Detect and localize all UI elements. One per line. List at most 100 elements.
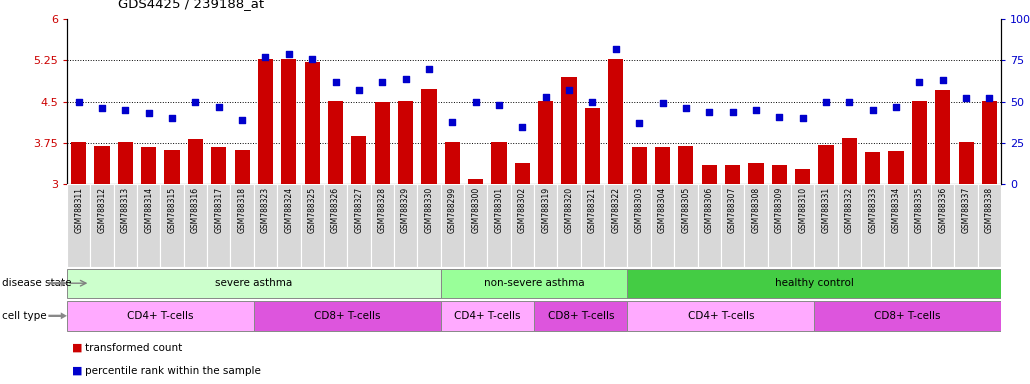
Bar xyxy=(211,147,227,184)
Text: GSM788302: GSM788302 xyxy=(518,187,527,233)
Point xyxy=(490,102,507,108)
Bar xyxy=(627,268,1001,298)
Point xyxy=(514,124,530,130)
Bar xyxy=(561,77,577,184)
Bar xyxy=(183,184,207,267)
Text: healthy control: healthy control xyxy=(775,278,854,288)
Text: GSM788327: GSM788327 xyxy=(354,187,364,233)
Bar xyxy=(885,184,907,267)
Text: GSM788306: GSM788306 xyxy=(705,187,714,233)
Text: ■: ■ xyxy=(72,343,82,353)
Text: GSM788325: GSM788325 xyxy=(308,187,316,233)
Bar xyxy=(91,184,113,267)
Point xyxy=(187,99,204,105)
Text: GSM788320: GSM788320 xyxy=(564,187,574,233)
Bar xyxy=(445,142,460,184)
Point xyxy=(117,107,134,113)
Bar xyxy=(441,268,627,298)
Bar xyxy=(534,301,627,331)
Point xyxy=(561,87,578,93)
Point xyxy=(842,99,858,105)
Bar xyxy=(534,184,557,267)
Text: GSM788309: GSM788309 xyxy=(775,187,784,233)
Bar xyxy=(931,184,955,267)
Bar xyxy=(113,184,137,267)
Point xyxy=(468,99,484,105)
Text: GSM788316: GSM788316 xyxy=(191,187,200,233)
Bar xyxy=(605,184,627,267)
Text: GSM788310: GSM788310 xyxy=(798,187,808,233)
Bar xyxy=(627,301,815,331)
Point xyxy=(631,120,648,126)
Point xyxy=(818,99,834,105)
Text: GSM788321: GSM788321 xyxy=(588,187,597,233)
Bar xyxy=(253,184,277,267)
Text: ■: ■ xyxy=(72,366,82,376)
Bar xyxy=(393,184,417,267)
Bar xyxy=(398,101,413,184)
Text: GSM788329: GSM788329 xyxy=(401,187,410,233)
Text: GSM788331: GSM788331 xyxy=(822,187,830,233)
Text: GSM788304: GSM788304 xyxy=(658,187,667,233)
Bar xyxy=(721,184,745,267)
Text: CD4+ T-cells: CD4+ T-cells xyxy=(454,311,520,321)
Point xyxy=(748,107,764,113)
Text: GSM788307: GSM788307 xyxy=(728,187,737,233)
Bar xyxy=(889,151,903,184)
Bar xyxy=(277,184,301,267)
Bar xyxy=(258,60,273,184)
Bar xyxy=(95,146,109,184)
Point xyxy=(982,95,998,101)
Point xyxy=(210,104,227,110)
Bar xyxy=(165,150,179,184)
Text: GSM788335: GSM788335 xyxy=(915,187,924,233)
Bar xyxy=(955,184,977,267)
Point xyxy=(538,94,554,100)
Point xyxy=(654,100,671,106)
Bar xyxy=(557,184,581,267)
Bar xyxy=(487,184,511,267)
Bar xyxy=(375,102,389,184)
Bar xyxy=(441,301,535,331)
Bar xyxy=(749,164,763,184)
Text: GSM788313: GSM788313 xyxy=(121,187,130,233)
Bar xyxy=(959,142,973,184)
Text: GSM788324: GSM788324 xyxy=(284,187,294,233)
Point xyxy=(724,109,741,115)
Bar xyxy=(67,184,91,267)
Bar xyxy=(977,184,1001,267)
Text: GSM788300: GSM788300 xyxy=(471,187,480,233)
Point xyxy=(94,105,110,111)
Point xyxy=(258,54,274,60)
Text: percentile rank within the sample: percentile rank within the sample xyxy=(85,366,262,376)
Text: GSM788301: GSM788301 xyxy=(494,187,504,233)
Text: GSM788334: GSM788334 xyxy=(892,187,900,233)
Bar xyxy=(725,165,741,184)
Text: GSM788338: GSM788338 xyxy=(985,187,994,233)
Bar xyxy=(187,139,203,184)
Bar xyxy=(141,147,157,184)
Text: GSM788312: GSM788312 xyxy=(98,187,106,233)
Point xyxy=(304,56,320,62)
Bar xyxy=(351,136,367,184)
Text: non-severe asthma: non-severe asthma xyxy=(484,278,584,288)
Bar xyxy=(511,184,534,267)
Point xyxy=(280,51,297,57)
Bar xyxy=(861,184,885,267)
Bar xyxy=(441,184,464,267)
Bar xyxy=(421,89,437,184)
Bar xyxy=(697,184,721,267)
Point xyxy=(584,99,600,105)
Point xyxy=(678,105,694,111)
Bar xyxy=(464,184,487,267)
Point xyxy=(374,79,390,85)
Bar xyxy=(982,101,997,184)
Text: GSM788318: GSM788318 xyxy=(238,187,246,233)
Text: CD4+ T-cells: CD4+ T-cells xyxy=(127,311,194,321)
Point xyxy=(864,107,881,113)
Point xyxy=(608,46,624,52)
Point xyxy=(398,76,414,82)
Bar xyxy=(679,146,693,184)
Bar xyxy=(791,184,815,267)
Bar xyxy=(631,147,647,184)
